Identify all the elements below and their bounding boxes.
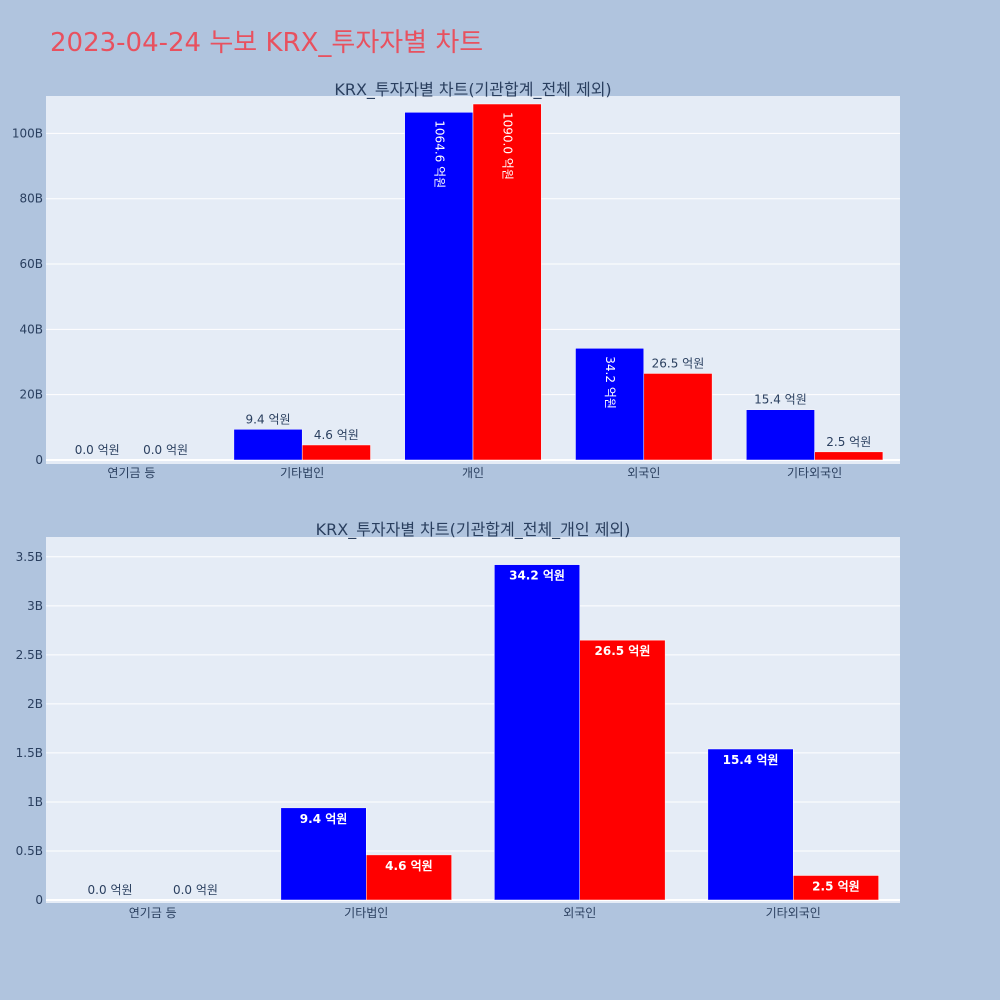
bar-buy bbox=[575, 348, 645, 461]
chart-1-title: KRX_투자자별 차트(기관합계_전체 제외) bbox=[334, 80, 611, 100]
x-tick-label: 개인 bbox=[462, 466, 484, 480]
bar-sell bbox=[472, 103, 542, 461]
bar-value-label: 2.5 억원 bbox=[812, 879, 860, 893]
x-tick-label: 기타외국인 bbox=[766, 906, 821, 920]
bar-value-label: 1090.0 억원 bbox=[501, 112, 515, 180]
bar-buy bbox=[280, 807, 367, 901]
bar-sell bbox=[301, 444, 371, 461]
bar-buy bbox=[494, 564, 581, 901]
x-tick-label: 기타외국인 bbox=[787, 466, 842, 480]
x-tick-label: 기타법인 bbox=[344, 906, 388, 920]
y-tick-label: 3B bbox=[27, 599, 43, 613]
bar-value-label: 9.4 억원 bbox=[300, 812, 348, 826]
bar-buy bbox=[746, 409, 815, 461]
bar-value-label: 26.5 억원 bbox=[652, 356, 705, 370]
y-tick-label: 0 bbox=[35, 453, 43, 467]
x-tick-label: 기타법인 bbox=[280, 466, 324, 480]
y-tick-label: 2.5B bbox=[16, 648, 43, 662]
chart-1: KRX_투자자별 차트(기관합계_전체 제외) 0 20B 40B 60B 80B 100… bbox=[12, 80, 900, 480]
y-tick-label: 60B bbox=[19, 257, 43, 271]
y-tick-label: 0 bbox=[35, 893, 43, 907]
x-tick-label: 외국인 bbox=[563, 906, 596, 920]
bar-sell bbox=[366, 854, 452, 901]
bar-value-label: 9.4 억원 bbox=[246, 412, 291, 426]
chart-2: KRX_투자자별 차트(기관합계_전체_개인 제외) 0 0.5B 1B 1.5B 2B… bbox=[16, 520, 900, 920]
bar-value-label: 0.0 억원 bbox=[173, 883, 218, 897]
bar-value-label: 0.0 억원 bbox=[143, 443, 188, 457]
bar-buy bbox=[233, 429, 303, 461]
bar-sell bbox=[814, 451, 884, 461]
x-tick-label: 외국인 bbox=[627, 466, 660, 480]
bar-buy bbox=[404, 112, 474, 461]
y-tick-label: 20B bbox=[19, 388, 43, 402]
y-tick-label: 80B bbox=[19, 192, 43, 206]
y-tick-label: 0.5B bbox=[16, 844, 43, 858]
bar-value-label: 15.4 억원 bbox=[754, 393, 807, 407]
x-tick-label: 연기금 등 bbox=[129, 906, 177, 920]
bar-value-label: 34.2 억원 bbox=[603, 356, 617, 409]
bar-value-label: 4.6 억원 bbox=[385, 859, 433, 873]
bar-value-label: 0.0 억원 bbox=[88, 883, 133, 897]
bar-value-label: 0.0 억원 bbox=[75, 443, 120, 457]
bar-value-label: 1064.6 억원 bbox=[432, 120, 446, 188]
bar-value-label: 15.4 억원 bbox=[723, 753, 779, 767]
y-tick-label: 40B bbox=[19, 322, 43, 336]
bar-value-label: 4.6 억원 bbox=[314, 428, 359, 442]
bar-sell bbox=[643, 373, 713, 461]
y-tick-label: 1B bbox=[27, 795, 43, 809]
x-tick-label: 연기금 등 bbox=[107, 466, 155, 480]
bar-value-label: 2.5 억원 bbox=[826, 435, 871, 449]
bar-sell bbox=[793, 875, 879, 901]
page-title: 2023-04-24 누보 KRX_투자자별 차트 bbox=[50, 28, 484, 58]
bar-sell bbox=[579, 639, 666, 901]
bar-value-label: 34.2 억원 bbox=[509, 569, 565, 583]
chart-2-title: KRX_투자자별 차트(기관합계_전체_개인 제외) bbox=[316, 520, 631, 540]
y-tick-label: 3.5B bbox=[16, 550, 43, 564]
y-tick-label: 100B bbox=[12, 126, 43, 140]
y-tick-label: 2B bbox=[27, 697, 43, 711]
bar-value-label: 26.5 억원 bbox=[595, 644, 651, 658]
y-tick-label: 1.5B bbox=[16, 746, 43, 760]
bar-buy bbox=[707, 748, 794, 901]
